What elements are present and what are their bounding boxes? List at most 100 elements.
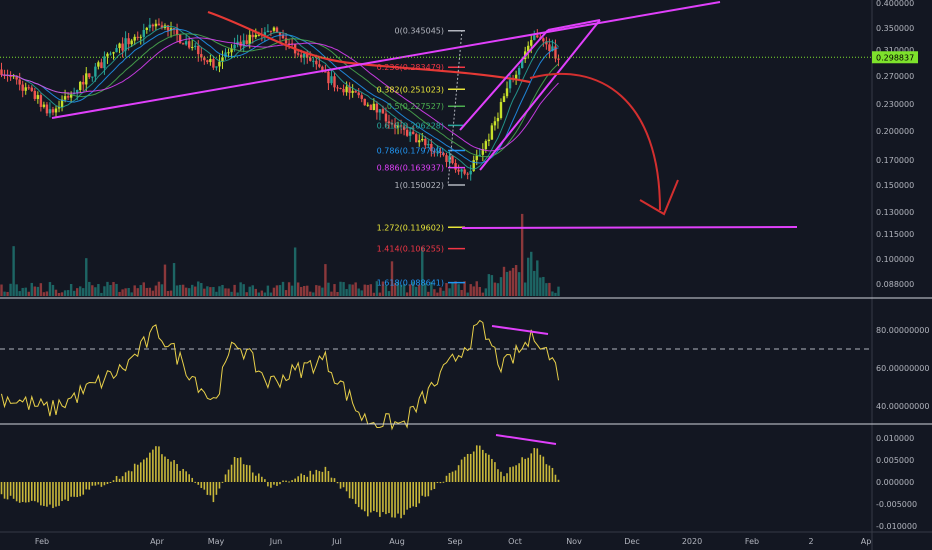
candle-body	[106, 53, 109, 57]
volume-bar	[533, 270, 536, 296]
x-tick-label: Jun	[269, 537, 283, 546]
momentum-bar	[130, 471, 133, 482]
volume-bar	[478, 287, 481, 296]
candle-body	[536, 35, 539, 38]
candle-body	[372, 103, 376, 110]
volume-bar	[272, 287, 276, 296]
forecast-arrowhead	[639, 179, 679, 216]
candle-body	[263, 32, 267, 36]
momentum-bar	[373, 482, 375, 511]
volume-bar	[520, 213, 524, 296]
momentum-bar	[236, 458, 239, 482]
forecast-arrow	[529, 72, 661, 211]
volume-bar	[75, 288, 79, 296]
volume-bar	[218, 286, 221, 296]
volume-bar	[82, 288, 85, 296]
volume-bar	[69, 283, 73, 296]
momentum-bar	[448, 472, 451, 482]
target-line	[461, 226, 798, 229]
momentum-bar	[400, 482, 402, 519]
volume-bar	[21, 287, 24, 296]
price-tick-label: 0.130000	[876, 208, 914, 217]
oscillator-panel	[0, 319, 872, 431]
candle-body	[418, 140, 421, 143]
candle-body	[381, 109, 385, 114]
momentum-bar	[258, 473, 260, 482]
fib-level-label: 0.236(0.283479)	[377, 63, 444, 72]
candle-body	[191, 46, 194, 48]
momentum-tick-label: -0.010000	[876, 522, 917, 531]
momentum-bar	[264, 479, 266, 482]
momentum-bar	[542, 456, 545, 482]
volume-bar	[315, 285, 318, 296]
fib-level-label: 0.5(0.227527)	[387, 102, 444, 111]
candle-body	[296, 53, 300, 55]
momentum-bar	[221, 481, 224, 483]
price-axis-bg	[872, 0, 932, 550]
fib-level-label: 0.618(0.206228)	[377, 121, 444, 130]
volume-bar	[439, 287, 442, 296]
candle-body	[439, 151, 442, 153]
candle-body	[266, 30, 270, 33]
momentum-bar	[109, 482, 112, 483]
momentum-bar	[403, 482, 405, 515]
momentum-bar	[463, 456, 466, 482]
moving-average-line	[1, 33, 559, 158]
volume-bar	[251, 285, 254, 296]
candle-body	[18, 79, 21, 85]
candle-body	[233, 44, 236, 49]
momentum-bar	[412, 482, 414, 507]
candle-body	[248, 34, 251, 44]
momentum-bar	[497, 469, 499, 482]
moving-average-line	[1, 37, 559, 152]
volume-bar	[411, 281, 415, 296]
candle-body	[218, 61, 221, 67]
fib-level-label: 1(0.150022)	[394, 181, 444, 190]
candle-body	[82, 81, 85, 85]
momentum-bar	[385, 482, 387, 515]
candle-body	[127, 38, 130, 45]
momentum-bar	[554, 474, 557, 482]
candle-body	[345, 86, 348, 93]
volume-bar	[384, 285, 388, 296]
candle-body	[557, 58, 560, 60]
momentum-bar	[9, 482, 12, 496]
volume-bar	[181, 284, 185, 296]
candle-body	[227, 52, 230, 54]
momentum-bar	[94, 482, 97, 486]
candle-body	[100, 62, 103, 69]
volume-bar	[554, 292, 557, 296]
candle-body	[60, 99, 64, 108]
candle-body	[315, 60, 318, 65]
volume-bar	[245, 292, 248, 296]
candle-body	[424, 139, 427, 146]
momentum-bar	[15, 482, 18, 502]
volume-bar	[505, 271, 509, 296]
volume-bar	[487, 274, 491, 296]
momentum-bar	[0, 482, 3, 495]
volume-bar	[357, 288, 360, 296]
momentum-bar	[394, 482, 396, 518]
candle-body	[133, 36, 136, 41]
momentum-bar	[34, 482, 36, 502]
fib-level-label: 0.786(0.179799)	[377, 147, 444, 156]
volume-bar	[284, 290, 288, 296]
volume-bar	[275, 285, 279, 296]
candle-body	[30, 87, 33, 91]
price-tick-label: 0.310000	[876, 46, 914, 55]
price-tick-label: 0.350000	[876, 24, 914, 33]
momentum-bar	[158, 446, 160, 482]
volume-bar	[457, 284, 460, 296]
momentum-bar	[482, 449, 484, 482]
momentum-bar	[445, 475, 448, 482]
volume-bar	[442, 290, 445, 296]
momentum-bar	[494, 462, 496, 482]
momentum-bar	[521, 457, 523, 482]
wedge-upper-line	[459, 29, 549, 131]
x-tick-label: 2	[808, 537, 813, 546]
candle-body	[517, 68, 521, 75]
momentum-bar	[306, 476, 309, 482]
volume-bar	[408, 284, 412, 296]
